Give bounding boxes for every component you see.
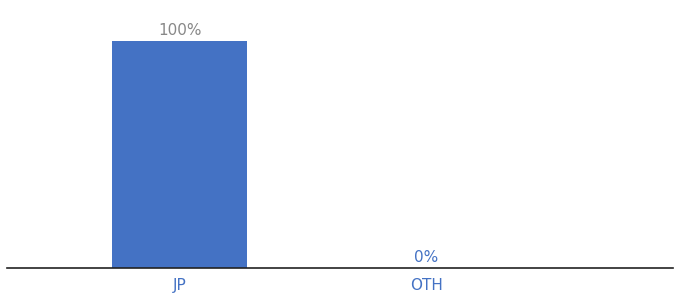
Text: 100%: 100% [158, 22, 201, 38]
Bar [112, 41, 248, 268]
Text: 0%: 0% [414, 250, 439, 265]
